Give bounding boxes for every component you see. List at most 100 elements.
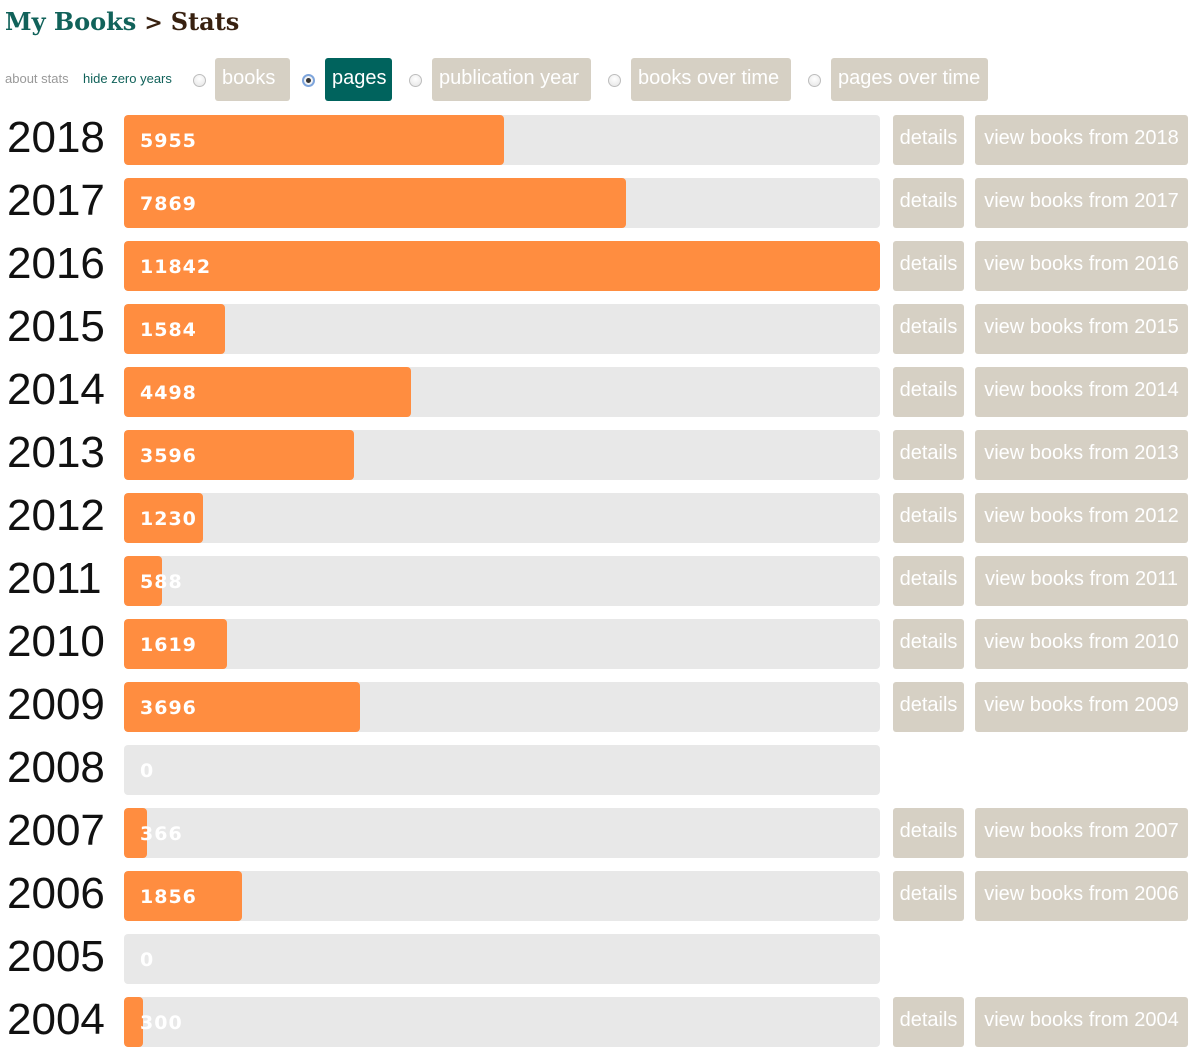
radio-publication-year[interactable] bbox=[409, 74, 422, 87]
bar-track: 11842 bbox=[124, 241, 880, 291]
bar-track: 300 bbox=[124, 997, 880, 1047]
year-label: 2014 bbox=[7, 365, 105, 414]
view-books-year: 2017 bbox=[1134, 190, 1179, 212]
bar bbox=[124, 241, 880, 291]
details-button[interactable]: details bbox=[893, 241, 964, 291]
bar-value-label: 7869 bbox=[140, 193, 197, 215]
bar-value-label: 1230 bbox=[140, 508, 197, 530]
year-row: 2012 1230 details view books from 2012 bbox=[0, 491, 1201, 555]
bar bbox=[124, 178, 627, 228]
details-button[interactable]: details bbox=[893, 682, 964, 732]
bar-value-label: 4498 bbox=[140, 382, 197, 404]
option-pages[interactable]: pages bbox=[325, 58, 392, 101]
year-label: 2013 bbox=[7, 428, 105, 477]
bar bbox=[124, 997, 144, 1047]
option-pages-over-time[interactable]: pages over time bbox=[831, 58, 988, 101]
view-books-button[interactable]: view books from 2010 bbox=[975, 619, 1188, 669]
view-books-year: 2018 bbox=[1134, 127, 1179, 149]
view-books-prefix: view books from bbox=[984, 442, 1135, 464]
bar-track: 0 bbox=[124, 745, 880, 795]
view-books-year: 2012 bbox=[1134, 505, 1179, 527]
year-bar-chart: 2018 5955 details view books from 2018 2017 7… bbox=[0, 113, 1201, 1059]
year-row: 2011 588 details view books from 2011 bbox=[0, 554, 1201, 618]
view-books-prefix: view books from bbox=[984, 127, 1135, 149]
hide-zero-years-link[interactable]: hide zero years bbox=[83, 71, 172, 86]
view-books-year: 2006 bbox=[1134, 883, 1179, 905]
my-books-link[interactable]: My Books bbox=[5, 7, 137, 36]
year-label: 2015 bbox=[7, 302, 105, 351]
bar-value-label: 0 bbox=[140, 949, 155, 971]
details-button[interactable]: details bbox=[893, 493, 964, 543]
year-label: 2007 bbox=[7, 806, 105, 855]
year-row: 2006 1856 details view books from 2006 bbox=[0, 869, 1201, 933]
view-books-prefix: view books from bbox=[984, 820, 1135, 842]
view-books-button[interactable]: view books from 2014 bbox=[975, 367, 1188, 417]
details-button[interactable]: details bbox=[893, 871, 964, 921]
bar bbox=[124, 619, 228, 669]
year-label: 2008 bbox=[7, 743, 105, 792]
year-row: 2005 0 bbox=[0, 932, 1201, 996]
page-title: Stats bbox=[170, 7, 240, 36]
details-button[interactable]: details bbox=[893, 178, 964, 228]
details-button[interactable]: details bbox=[893, 619, 964, 669]
bar bbox=[124, 115, 505, 165]
view-books-prefix: view books from bbox=[984, 631, 1135, 653]
year-label: 2017 bbox=[7, 176, 105, 225]
year-row: 2017 7869 details view books from 2017 bbox=[0, 176, 1201, 240]
view-books-button[interactable]: view books from 2015 bbox=[975, 304, 1188, 354]
view-books-button[interactable]: view books from 2013 bbox=[975, 430, 1188, 480]
details-button[interactable]: details bbox=[893, 997, 964, 1047]
details-button[interactable]: details bbox=[893, 304, 964, 354]
bar-track: 5955 bbox=[124, 115, 880, 165]
view-books-button[interactable]: view books from 2009 bbox=[975, 682, 1188, 732]
view-books-button[interactable]: view books from 2011 bbox=[975, 556, 1188, 606]
details-button[interactable]: details bbox=[893, 367, 964, 417]
details-button[interactable]: details bbox=[893, 808, 964, 858]
bar-value-label: 300 bbox=[140, 1012, 183, 1034]
details-button[interactable]: details bbox=[893, 115, 964, 165]
radio-pages[interactable] bbox=[302, 74, 315, 87]
view-books-prefix: view books from bbox=[984, 883, 1135, 905]
radio-books[interactable] bbox=[193, 74, 206, 87]
about-stats-link[interactable]: about stats bbox=[5, 71, 69, 86]
details-button[interactable]: details bbox=[893, 556, 964, 606]
view-books-prefix: view books from bbox=[984, 568, 1136, 590]
year-row: 2018 5955 details view books from 2018 bbox=[0, 113, 1201, 177]
bar-value-label: 366 bbox=[140, 823, 183, 845]
radio-pages-over-time[interactable] bbox=[808, 74, 821, 87]
bar bbox=[124, 367, 412, 417]
option-publication-year[interactable]: publication year bbox=[432, 58, 591, 101]
option-books-over-time[interactable]: books over time bbox=[631, 58, 791, 101]
view-books-year: 2011 bbox=[1135, 568, 1179, 590]
view-books-button[interactable]: view books from 2006 bbox=[975, 871, 1188, 921]
view-books-button[interactable]: view books from 2016 bbox=[975, 241, 1188, 291]
view-books-prefix: view books from bbox=[984, 1009, 1135, 1031]
year-row: 2007 366 details view books from 2007 bbox=[0, 806, 1201, 870]
year-label: 2016 bbox=[7, 239, 105, 288]
bar-value-label: 1856 bbox=[140, 886, 197, 908]
year-row: 2009 3696 details view books from 2009 bbox=[0, 680, 1201, 744]
option-books[interactable]: books bbox=[215, 58, 290, 101]
bar-value-label: 588 bbox=[140, 571, 183, 593]
view-books-year: 2014 bbox=[1134, 379, 1179, 401]
bar-value-label: 11842 bbox=[140, 256, 212, 278]
bar-value-label: 3696 bbox=[140, 697, 197, 719]
bar bbox=[124, 556, 162, 606]
breadcrumb-separator: > bbox=[144, 10, 163, 36]
details-button[interactable]: details bbox=[893, 430, 964, 480]
view-books-year: 2013 bbox=[1134, 442, 1179, 464]
bar-track: 588 bbox=[124, 556, 880, 606]
year-row: 2004 300 details view books from 2004 bbox=[0, 995, 1201, 1059]
view-books-button[interactable]: view books from 2018 bbox=[975, 115, 1188, 165]
view-books-prefix: view books from bbox=[984, 505, 1135, 527]
view-books-button[interactable]: view books from 2004 bbox=[975, 997, 1188, 1047]
year-row: 2010 1619 details view books from 2010 bbox=[0, 617, 1201, 681]
bar-value-label: 0 bbox=[140, 760, 155, 782]
view-books-button[interactable]: view books from 2017 bbox=[975, 178, 1188, 228]
view-books-button[interactable]: view books from 2012 bbox=[975, 493, 1188, 543]
view-books-button[interactable]: view books from 2007 bbox=[975, 808, 1188, 858]
radio-books-over-time[interactable] bbox=[608, 74, 621, 87]
bar-track: 0 bbox=[124, 934, 880, 984]
view-books-prefix: view books from bbox=[984, 190, 1135, 212]
bar-track: 4498 bbox=[124, 367, 880, 417]
